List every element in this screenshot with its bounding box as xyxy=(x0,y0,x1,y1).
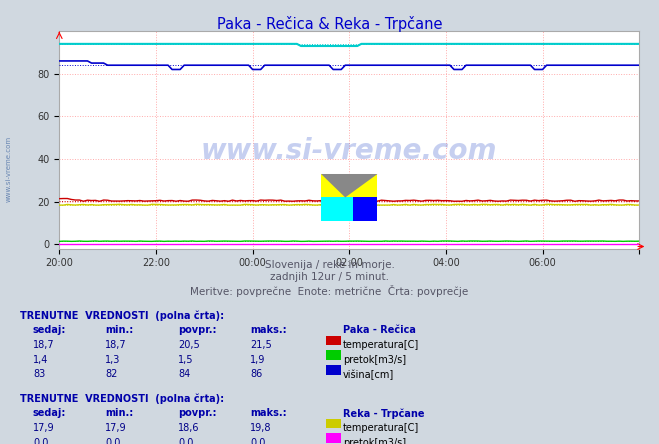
Text: 82: 82 xyxy=(105,369,118,380)
Text: www.si-vreme.com: www.si-vreme.com xyxy=(201,137,498,165)
Text: povpr.:: povpr.: xyxy=(178,325,216,336)
Bar xyxy=(353,198,378,221)
Text: 83: 83 xyxy=(33,369,45,380)
Text: maks.:: maks.: xyxy=(250,325,287,336)
Text: 18,6: 18,6 xyxy=(178,423,200,433)
Text: Slovenija / reke in morje.: Slovenija / reke in morje. xyxy=(264,260,395,270)
Text: Paka - Rečica: Paka - Rečica xyxy=(343,325,416,336)
Text: 19,8: 19,8 xyxy=(250,423,272,433)
Text: 0,0: 0,0 xyxy=(250,438,266,444)
Text: min.:: min.: xyxy=(105,408,134,419)
Text: 0,0: 0,0 xyxy=(105,438,121,444)
Text: 21,5: 21,5 xyxy=(250,340,272,350)
Text: sedaj:: sedaj: xyxy=(33,408,67,419)
Text: TRENUTNE  VREDNOSTI  (polna črta):: TRENUTNE VREDNOSTI (polna črta): xyxy=(20,311,224,321)
Text: višina[cm]: višina[cm] xyxy=(343,369,394,380)
Text: maks.:: maks.: xyxy=(250,408,287,419)
Text: pretok[m3/s]: pretok[m3/s] xyxy=(343,355,406,365)
Bar xyxy=(321,198,353,221)
Text: Paka - Rečica & Reka - Trpčane: Paka - Rečica & Reka - Trpčane xyxy=(217,16,442,32)
Text: temperatura[C]: temperatura[C] xyxy=(343,423,419,433)
Text: 1,3: 1,3 xyxy=(105,355,121,365)
Text: 1,9: 1,9 xyxy=(250,355,266,365)
Text: 1,4: 1,4 xyxy=(33,355,48,365)
Text: povpr.:: povpr.: xyxy=(178,408,216,419)
Text: Reka - Trpčane: Reka - Trpčane xyxy=(343,408,424,419)
Text: 18,7: 18,7 xyxy=(105,340,127,350)
Text: 17,9: 17,9 xyxy=(105,423,127,433)
Text: 1,5: 1,5 xyxy=(178,355,194,365)
Text: www.si-vreme.com: www.si-vreme.com xyxy=(5,136,12,202)
Text: 0,0: 0,0 xyxy=(33,438,48,444)
Text: 84: 84 xyxy=(178,369,190,380)
Text: 20,5: 20,5 xyxy=(178,340,200,350)
Polygon shape xyxy=(321,174,378,198)
Bar xyxy=(321,174,378,198)
Text: zadnjih 12ur / 5 minut.: zadnjih 12ur / 5 minut. xyxy=(270,272,389,282)
Text: 17,9: 17,9 xyxy=(33,423,55,433)
Text: 18,7: 18,7 xyxy=(33,340,55,350)
Text: Meritve: povprečne  Enote: metrične  Črta: povprečje: Meritve: povprečne Enote: metrične Črta:… xyxy=(190,285,469,297)
Text: 0,0: 0,0 xyxy=(178,438,193,444)
Text: sedaj:: sedaj: xyxy=(33,325,67,336)
Text: min.:: min.: xyxy=(105,325,134,336)
Text: temperatura[C]: temperatura[C] xyxy=(343,340,419,350)
Text: 86: 86 xyxy=(250,369,263,380)
Text: TRENUTNE  VREDNOSTI  (polna črta):: TRENUTNE VREDNOSTI (polna črta): xyxy=(20,394,224,404)
Text: pretok[m3/s]: pretok[m3/s] xyxy=(343,438,406,444)
